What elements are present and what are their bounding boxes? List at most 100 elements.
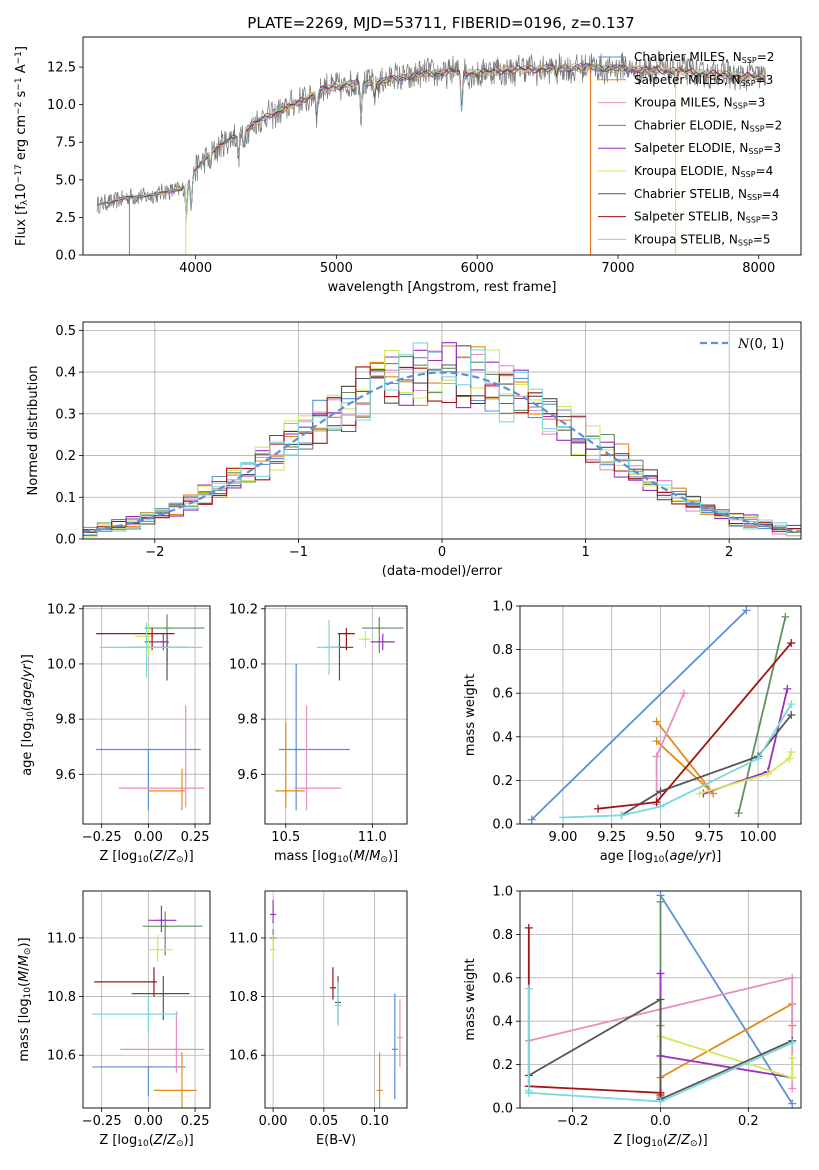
weight-vs-Z-ytick-label: 0.4 (492, 1015, 513, 1030)
weight-point-marker (734, 809, 743, 818)
weight-point-marker (787, 700, 796, 709)
residuals-ytick-label: 0.4 (55, 366, 76, 381)
histogram-step-line (83, 364, 801, 533)
residuals-legend: N(0, 1) (700, 337, 784, 352)
legend-label: Chabrier STELIB, NSSP=4 (634, 187, 780, 202)
mass-vs-Z-xtick-label: 0.25 (181, 1114, 210, 1129)
weight-vs-age-ytick-label: 0.8 (492, 643, 513, 658)
spectrum-axes: 4000 5000 6000 7000 8000 0.0 2.5 5.0 7.5 10.0 12.5 (47, 61, 775, 276)
mass-vs-Z-ytick-label: 11.0 (47, 931, 76, 946)
weight-vs-age-xtick-label: 10.00 (739, 830, 776, 845)
spectrum-ytick-label: 7.5 (55, 136, 76, 151)
weight-point-marker (783, 684, 792, 693)
age-vs-Z-ytick-label: 10.2 (47, 602, 76, 617)
weight-vs-age-xlabel: age [log10(age/yr)] (600, 849, 722, 865)
age-vs-Z-ytick-label: 9.8 (55, 713, 76, 728)
age-vs-Z-xtick-label: 0.00 (134, 830, 163, 845)
mass-vs-Z-plot-area (92, 905, 205, 1108)
age-vs-mass-plot-area (275, 617, 404, 811)
weight-vs-age-xtick-label: 9.25 (597, 830, 626, 845)
weight-point-marker (788, 1084, 797, 1093)
age-vs-Z-plot-area (96, 614, 205, 811)
weight-point-marker (763, 769, 772, 778)
weight-series-line (528, 997, 793, 1101)
residuals-plot-area (83, 342, 801, 538)
mass-vs-ebv-frame (264, 890, 408, 1109)
mass-vs-ebv-ytick-label: 10.8 (229, 990, 258, 1005)
weight-series-line (659, 894, 793, 1105)
weight-point-marker (656, 802, 665, 811)
histogram-step-line (83, 366, 801, 533)
spectrum-xtick-label: 5000 (320, 261, 353, 276)
mass-vs-Z-ytick-label: 10.8 (47, 990, 76, 1005)
weight-point-marker (656, 995, 665, 1004)
mass-vs-ebv-ytick-label: 11.0 (229, 931, 258, 946)
mass-vs-Z-ytick-label: 10.6 (47, 1049, 76, 1064)
weight-vs-Z-axes: −0.2 0.0 0.2 0.0 0.2 0.4 0.6 0.8 1.0 (492, 885, 801, 1129)
legend-label: Salpeter ELODIE, NSSP=3 (634, 141, 781, 156)
weight-point-marker (594, 804, 603, 813)
weight-series-line (531, 609, 748, 821)
weight-point-marker (652, 798, 661, 807)
legend-label: Kroupa STELIB, NSSP=5 (634, 232, 771, 247)
weight-vs-Z-ytick-label: 0.0 (492, 1102, 513, 1117)
spectrum-ytick-label: 12.5 (47, 61, 76, 76)
mass-vs-ebv-xtick-label: 0.05 (309, 1114, 338, 1129)
weight-point-marker (788, 1073, 797, 1082)
weight-point-marker (788, 1038, 797, 1047)
residuals-xtick-label: −1 (289, 545, 308, 560)
weight-vs-age-ytick-label: 0.4 (492, 730, 513, 745)
legend-label: Chabrier ELODIE, NSSP=2 (634, 118, 782, 133)
weight-point-marker (781, 612, 790, 621)
mass-vs-ebv-xtick-label: 0.00 (259, 1114, 288, 1129)
spectrum-frame (82, 36, 802, 256)
weight-vs-age-ytick-label: 0.2 (492, 774, 513, 789)
weight-vs-age-ylabel: mass weight (463, 674, 478, 756)
age-vs-Z-xtick-label: −0.25 (82, 830, 122, 845)
age-vs-Z-xlabel: Z [log10(Z/Z⊙)] (99, 849, 193, 865)
weight-vs-age-plot-area (527, 606, 796, 824)
weight-vs-Z-ytick-label: 0.8 (492, 928, 513, 943)
spectrum-legend: Chabrier MILES, NSSP=2 Salpeter MILES, NS… (598, 50, 782, 247)
weight-vs-age-xtick-label: 9.00 (548, 830, 577, 845)
residuals-frame (82, 321, 802, 540)
legend-label: Salpeter STELIB, NSSP=3 (634, 210, 778, 225)
age-vs-mass-axes: 10.5 11.0 9.6 9.8 10.0 10.2 (229, 602, 407, 845)
weight-vs-age-ytick-label: 1.0 (492, 600, 513, 615)
residuals-xtick-label: 0 (438, 545, 446, 560)
residuals-ytick-label: 0.5 (55, 324, 76, 339)
mass-vs-ebv-ytick-label: 10.6 (229, 1049, 258, 1064)
weight-vs-Z-ytick-label: 0.2 (492, 1058, 513, 1073)
weight-vs-Z-frame (519, 890, 802, 1109)
weight-point-marker (524, 923, 533, 932)
age-vs-mass-ytick-label: 9.8 (237, 713, 258, 728)
spectrum-ytick-label: 5.0 (55, 173, 76, 188)
residuals-xtick-label: 2 (725, 545, 733, 560)
age-vs-Z-ytick-label: 9.6 (55, 768, 76, 783)
residuals-ytick-label: 0.3 (55, 407, 76, 422)
mass-vs-Z-xtick-label: 0.00 (134, 1114, 163, 1129)
weight-point-marker (656, 787, 665, 796)
weight-vs-age-axes: 9.00 9.25 9.50 9.75 10.00 0.0 0.2 0.4 0.6 0.8 1.0 (492, 600, 801, 845)
age-vs-mass-xtick-label: 10.5 (271, 830, 300, 845)
histogram-step-line (83, 342, 801, 536)
spectrum-ylabel: Flux [fλ10−17 erg cm−2 s−1 A−1] (14, 46, 30, 246)
residuals-ytick-label: 0.2 (55, 449, 76, 464)
age-vs-Z-ytick-label: 10.0 (47, 657, 76, 672)
weight-vs-age-ytick-label: 0.0 (492, 818, 513, 833)
weight-point-marker (679, 689, 688, 698)
legend-label: Chabrier MILES, NSSP=2 (634, 50, 774, 65)
weight-point-marker (787, 711, 796, 719)
weight-vs-age-ytick-label: 0.6 (492, 687, 513, 702)
weight-vs-age-xtick-label: 9.75 (695, 830, 724, 845)
age-vs-mass-ytick-label: 9.6 (237, 768, 258, 783)
weight-vs-Z-plot-area (524, 891, 797, 1108)
legend-label: Kroupa ELODIE, NSSP=4 (634, 164, 773, 179)
residuals-xtick-label: −2 (145, 545, 164, 560)
spectrum-ytick-label: 10.0 (47, 98, 76, 113)
weight-point-marker (656, 897, 665, 906)
spectrum-xtick-label: 7000 (601, 261, 634, 276)
weight-point-marker (742, 606, 751, 615)
residuals-ytick-label: 0.0 (55, 533, 76, 548)
